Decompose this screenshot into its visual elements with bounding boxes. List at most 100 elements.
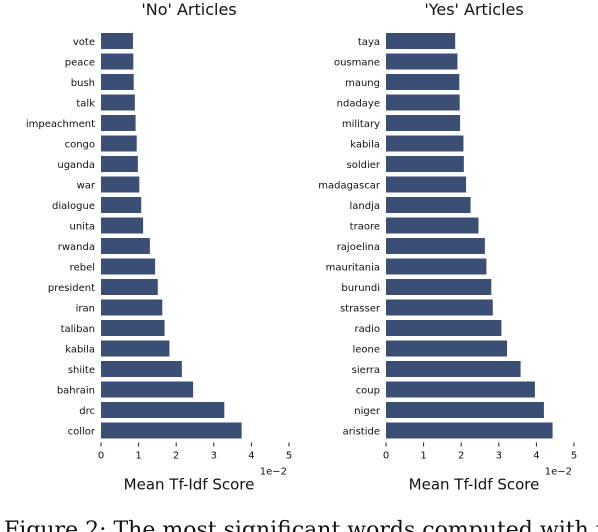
yes-chart-bar-soldier xyxy=(386,156,464,172)
yes-chart-category-label: landja xyxy=(350,201,381,212)
no-chart-bar-collor xyxy=(101,422,242,439)
no-chart-category-label: congo xyxy=(65,140,95,151)
yes-chart-category-label: kabila xyxy=(350,140,380,151)
no-chart-x-tick-label: 2 xyxy=(173,451,179,462)
yes-chart-bar-ousmane xyxy=(386,53,458,70)
no-chart-category-label: rebel xyxy=(70,263,95,274)
no-chart-category-label: uganda xyxy=(57,160,95,171)
no-chart-bar-iran xyxy=(101,299,163,316)
no-chart-category-label: vote xyxy=(73,37,95,48)
no-chart-category-label: peace xyxy=(65,58,95,69)
yes-chart-category-label: mauritania xyxy=(326,263,380,274)
yes-chart-category-label: taya xyxy=(358,37,380,48)
yes-chart-scale-note: 1e−2 xyxy=(545,467,572,478)
yes-chart-category-label: ndadaye xyxy=(337,99,380,110)
yes-chart-bar-niger xyxy=(386,402,544,418)
no-chart-bar-kabila xyxy=(101,340,170,357)
figure-canvas: 'No' Articles vote peace bush talk impeachmen… xyxy=(26,0,577,494)
yes-chart-category-label: burundi xyxy=(341,283,380,294)
yes-chart-title: 'Yes' Articles xyxy=(424,0,523,19)
yes-chart-bar-military xyxy=(386,115,461,131)
yes-chart-category-label: sierra xyxy=(352,365,380,376)
yes-chart-x-tick-label: 4 xyxy=(533,451,539,462)
no-chart-bar-congo xyxy=(101,135,137,152)
no-chart-category-label: taliban xyxy=(61,324,95,335)
yes-chart-category-label: traore xyxy=(350,222,380,233)
no-chart-category-label: talk xyxy=(76,99,95,110)
no-chart-bar-talk xyxy=(101,94,135,111)
no-chart-bar-dialogue xyxy=(101,197,142,213)
no-chart-category-label: bahrain xyxy=(57,386,95,397)
no-chart-category-label: bush xyxy=(71,78,95,89)
yes-chart-bar-strasser xyxy=(386,299,493,316)
yes-chart-category-label: maung xyxy=(345,78,380,89)
yes-chart-bar-maung xyxy=(386,74,460,90)
no-chart-category-label: president xyxy=(48,283,95,294)
yes-chart-category-label: rajoelina xyxy=(337,242,380,253)
no-chart-bar-president xyxy=(101,279,158,295)
no-chart-x-tick-label: 1 xyxy=(135,451,141,462)
yes-chart-category-label: leone xyxy=(352,345,380,356)
no-chart-category-label: iran xyxy=(76,304,95,315)
no-chart-bar-war xyxy=(101,176,140,193)
yes-chart-bar-taya xyxy=(386,33,456,49)
yes-chart-bar-burundi xyxy=(386,279,492,295)
no-chart-bar-taliban xyxy=(101,320,165,336)
no-chart-bar-bahrain xyxy=(101,381,194,398)
no-chart-bar-impeachment xyxy=(101,115,136,131)
no-chart-bar-rwanda xyxy=(101,238,150,254)
no-chart-category-label: war xyxy=(77,181,96,192)
no-chart-category-label: shiite xyxy=(68,365,95,376)
no-chart-x-tick-label: 3 xyxy=(211,451,217,462)
yes-chart-bar-rajoelina xyxy=(386,238,485,254)
yes-chart-category-label: soldier xyxy=(347,160,381,171)
yes-chart-x-tick-label: 1 xyxy=(420,451,426,462)
no-chart-category-label: dialogue xyxy=(52,201,95,212)
yes-chart-x-tick-label: 0 xyxy=(383,451,389,462)
yes-chart-x-axis-label: Mean Tf-Idf Score xyxy=(409,476,540,494)
no-chart-category-label: drc xyxy=(79,406,95,417)
yes-chart-bar-leone xyxy=(386,340,508,357)
yes-chart-category-label: niger xyxy=(354,406,381,417)
yes-chart-bar-sierra xyxy=(386,361,521,377)
no-chart-bar-shiite xyxy=(101,361,182,377)
yes-chart-category-label: radio xyxy=(355,324,380,335)
yes-chart-bar-landja xyxy=(386,197,471,213)
no-chart-bar-unita xyxy=(101,217,144,234)
yes-chart-category-label: coup xyxy=(356,386,380,397)
no-chart-x-tick-label: 4 xyxy=(248,451,254,462)
no-chart-bar-uganda xyxy=(101,156,138,172)
no-chart-category-label: collor xyxy=(68,427,96,438)
yes-chart-x-tick-label: 3 xyxy=(496,451,502,462)
yes-chart-x-tick-label: 5 xyxy=(571,451,577,462)
no-chart-category-label: rwanda xyxy=(58,242,95,253)
yes-chart-bar-mauritania xyxy=(386,258,487,275)
no-chart-bar-rebel xyxy=(101,258,156,275)
no-chart-title: 'No' Articles xyxy=(141,0,236,19)
no-chart-scale-note: 1e−2 xyxy=(260,467,287,478)
no-chart-category-label: unita xyxy=(69,222,95,233)
no-chart-bar-peace xyxy=(101,53,134,70)
yes-chart-category-label: madagascar xyxy=(318,181,381,192)
yes-chart-category-label: aristide xyxy=(343,427,380,438)
yes-chart-category-label: ousmane xyxy=(334,58,380,69)
no-chart-x-axis-label: Mean Tf-Idf Score xyxy=(124,476,255,494)
no-chart-bar-drc xyxy=(101,402,225,418)
no-chart-category-label: impeachment xyxy=(26,119,95,130)
yes-chart-category-label: strasser xyxy=(340,304,381,315)
yes-chart-x-tick-label: 2 xyxy=(458,451,464,462)
yes-chart-bar-kabila xyxy=(386,135,464,152)
no-chart-bar-vote xyxy=(101,33,133,49)
yes-chart-bar-traore xyxy=(386,217,479,234)
no-chart-bar-bush xyxy=(101,74,134,90)
no-chart-x-tick-label: 0 xyxy=(98,451,104,462)
yes-chart-bar-madagascar xyxy=(386,176,467,193)
no-chart-x-tick-label: 5 xyxy=(286,451,292,462)
yes-chart-bar-aristide xyxy=(386,422,553,439)
yes-chart-bar-radio xyxy=(386,320,502,336)
yes-chart-category-label: military xyxy=(342,119,380,130)
figure-caption: Figure 2: The most significant words com… xyxy=(4,518,598,532)
yes-chart-bar-coup xyxy=(386,381,535,398)
yes-chart-bar-ndadaye xyxy=(386,94,460,111)
no-chart-category-label: kabila xyxy=(65,345,95,356)
